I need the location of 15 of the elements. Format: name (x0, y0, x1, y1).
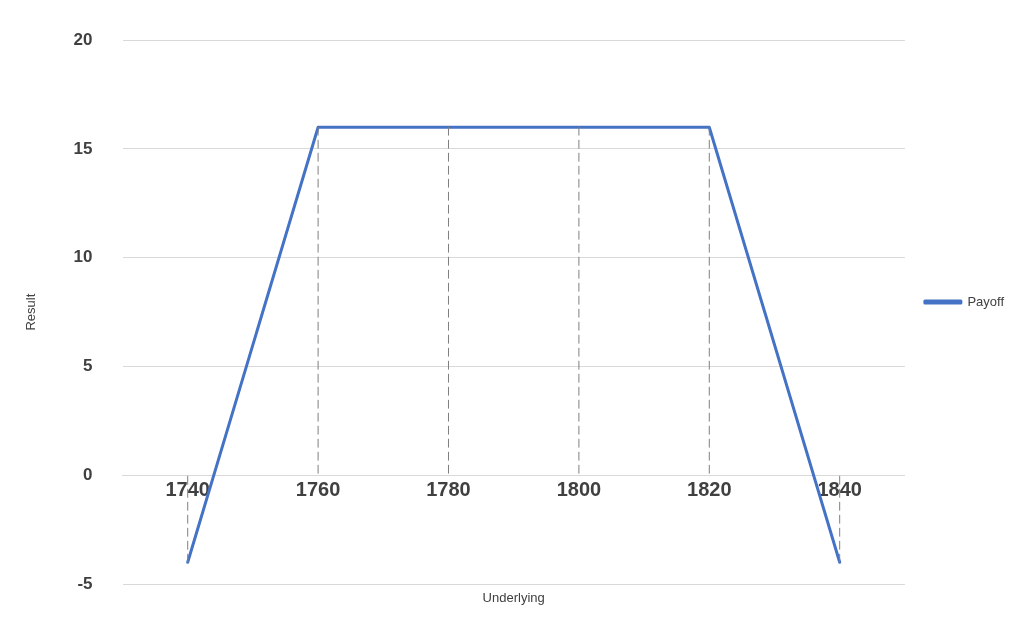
y-tick-label: 15 (73, 138, 93, 158)
y-tick-label: 20 (73, 29, 93, 49)
y-axis-title: Result (23, 293, 39, 331)
x-tick-label: 1740 (165, 477, 210, 500)
y-tick-label: 10 (73, 247, 93, 267)
x-tick-label: 1800 (556, 477, 602, 500)
y-tick-label: 0 (83, 464, 93, 484)
x-tick-label: 1760 (295, 477, 341, 500)
x-tick-label: 1780 (426, 477, 471, 500)
x-tick-label: 1820 (687, 477, 732, 500)
x-axis-title: Underlying (482, 590, 545, 606)
x-tick-label: 1840 (817, 477, 862, 500)
legend-label: Payoff (967, 293, 1005, 309)
y-tick-label: 5 (83, 356, 93, 376)
y-tick-label: -5 (77, 573, 93, 593)
